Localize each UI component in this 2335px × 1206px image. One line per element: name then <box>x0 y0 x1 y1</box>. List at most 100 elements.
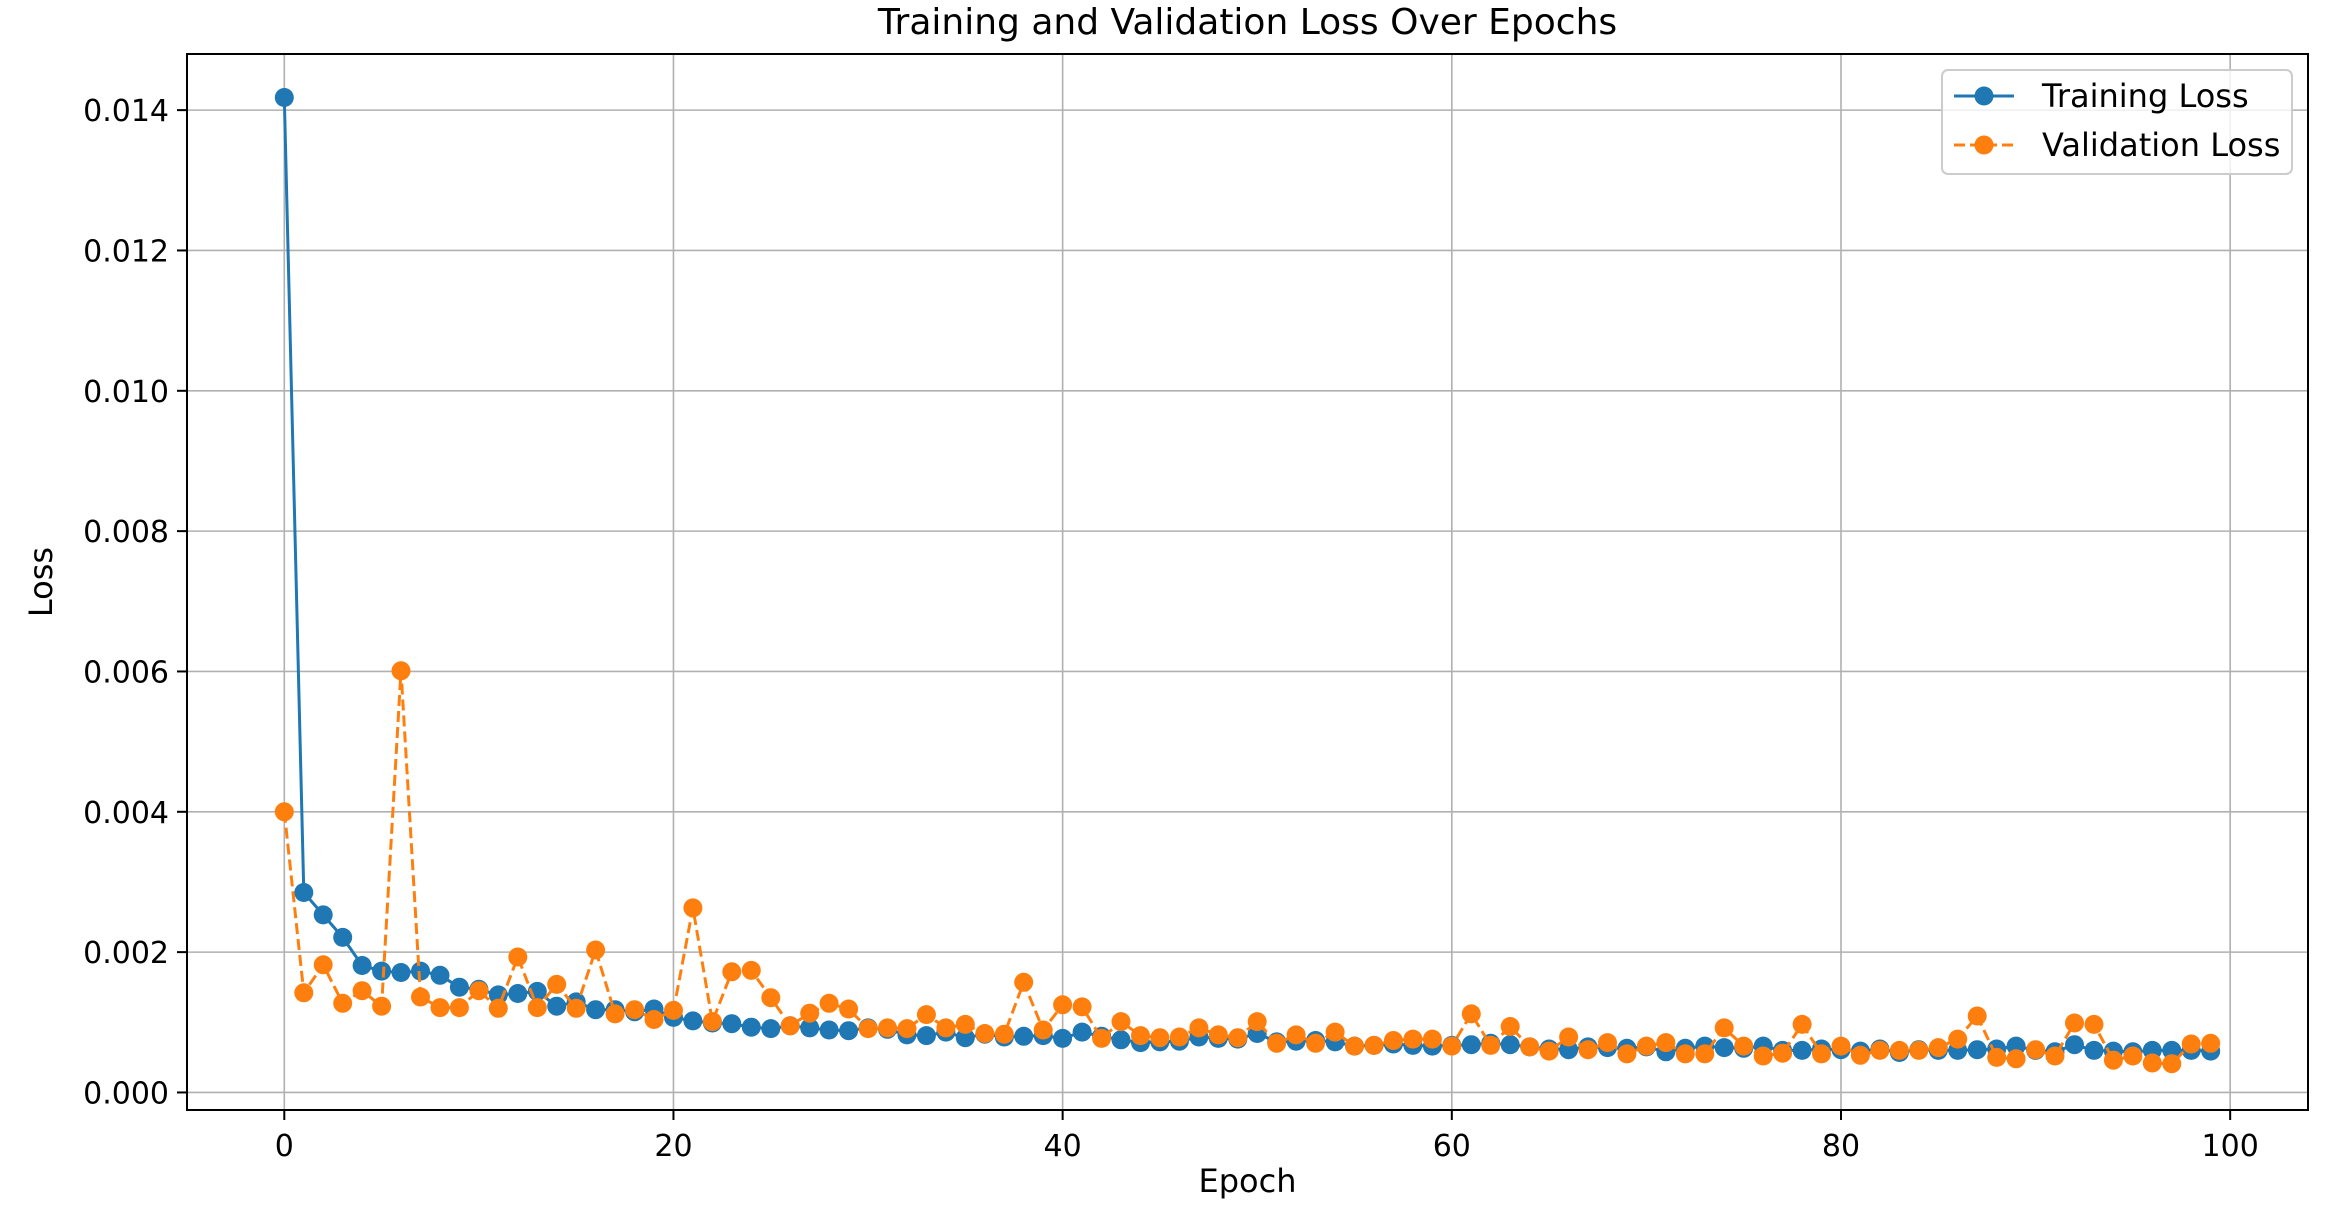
data-point <box>955 1014 975 1034</box>
data-point <box>1033 1020 1053 1040</box>
data-point <box>2162 1054 2182 1074</box>
y-tick-label: 0.002 <box>83 936 169 971</box>
x-tick-label: 40 <box>1044 1129 1082 1164</box>
data-point <box>1383 1031 1403 1050</box>
data-point <box>2103 1050 2123 1070</box>
data-point <box>2045 1046 2065 1066</box>
y-axis-label: Loss <box>22 547 60 617</box>
data-point <box>1500 1035 1520 1055</box>
y-tick-label: 0.012 <box>83 234 169 269</box>
data-point <box>800 1003 820 1023</box>
data-point <box>1053 995 1073 1015</box>
data-point <box>274 802 294 822</box>
data-point <box>1286 1025 1306 1045</box>
data-point <box>1967 1040 1987 1060</box>
chart-title: Training and Validation Loss Over Epochs <box>877 2 1617 43</box>
data-point <box>391 963 411 982</box>
data-point <box>1909 1040 1929 1060</box>
data-point <box>372 961 392 981</box>
data-point <box>722 962 742 982</box>
data-point <box>1072 1022 1092 1042</box>
y-tick-label: 0.006 <box>83 655 169 690</box>
data-point <box>800 1018 820 1038</box>
data-point <box>313 905 333 925</box>
data-point <box>1306 1033 1326 1053</box>
data-point <box>488 998 508 1018</box>
data-point <box>274 88 294 107</box>
data-point <box>586 940 606 960</box>
data-point <box>566 998 586 1018</box>
data-point <box>1617 1044 1637 1064</box>
data-point <box>547 974 567 994</box>
data-point <box>625 1000 645 1020</box>
plot-frame <box>186 53 2309 1111</box>
data-point <box>1850 1045 1870 1065</box>
data-point <box>1053 1028 1073 1048</box>
data-point <box>508 984 528 1003</box>
data-point <box>664 1000 683 1020</box>
series-line <box>282 97 2211 1054</box>
x-tick-label: 100 <box>2202 1129 2259 1164</box>
data-point <box>449 998 469 1018</box>
data-point <box>391 661 411 681</box>
y-tick-label: 0.010 <box>83 375 169 410</box>
data-point <box>547 996 567 1016</box>
data-point <box>878 1018 897 1038</box>
data-point <box>1461 1004 1481 1024</box>
data-point <box>858 1019 878 1039</box>
legend-swatch-marker <box>1974 135 1994 155</box>
y-tick-label: 0.000 <box>83 1076 169 1111</box>
data-point <box>1948 1029 1968 1049</box>
data-point <box>2123 1046 2143 1066</box>
data-point <box>2181 1034 2201 1054</box>
data-point <box>1345 1036 1364 1056</box>
data-point <box>1228 1028 1248 1048</box>
x-tick-label: 60 <box>1433 1129 1471 1164</box>
data-point <box>2065 1013 2084 1033</box>
data-point <box>1734 1036 1754 1056</box>
data-point <box>955 1028 975 1048</box>
data-point <box>1792 1014 1812 1034</box>
data-point <box>1150 1028 1170 1048</box>
data-point <box>1014 1026 1034 1046</box>
data-point <box>2201 1033 2221 1053</box>
data-point <box>1092 1028 1112 1048</box>
series-validation-loss <box>274 661 2221 1074</box>
x-axis-label: Epoch <box>1199 1162 1297 1200</box>
data-point <box>605 1004 625 1024</box>
y-tick-label: 0.004 <box>83 796 169 831</box>
data-point <box>741 1017 761 1037</box>
y-tick-label: 0.008 <box>83 515 169 550</box>
data-point <box>916 1026 936 1046</box>
data-point <box>1656 1033 1676 1053</box>
data-point <box>1267 1033 1287 1053</box>
legend-swatch-marker <box>1974 86 1994 106</box>
data-point <box>1987 1047 2007 1067</box>
data-point <box>1870 1040 1890 1060</box>
data-point <box>683 1011 703 1031</box>
data-point <box>333 927 353 947</box>
data-point <box>819 1020 839 1040</box>
data-point <box>1714 1018 1734 1038</box>
data-point <box>916 1005 936 1025</box>
data-point <box>1539 1041 1559 1061</box>
legend: Training Loss Validation Loss <box>1941 69 2293 175</box>
data-point <box>449 977 469 997</box>
data-point <box>1598 1033 1617 1053</box>
data-point <box>1422 1029 1442 1049</box>
data-point <box>702 1012 722 1032</box>
data-point <box>761 988 781 1008</box>
data-point <box>2026 1040 2046 1060</box>
data-point <box>741 960 761 980</box>
data-point <box>1364 1035 1384 1055</box>
data-point <box>761 1019 781 1039</box>
data-point <box>1403 1029 1423 1049</box>
legend-label: Validation Loss <box>2042 126 2280 164</box>
data-point <box>975 1024 995 1043</box>
data-point <box>1072 997 1092 1017</box>
data-point <box>1111 1030 1131 1050</box>
data-point <box>1753 1046 1773 1066</box>
data-point <box>411 987 430 1007</box>
